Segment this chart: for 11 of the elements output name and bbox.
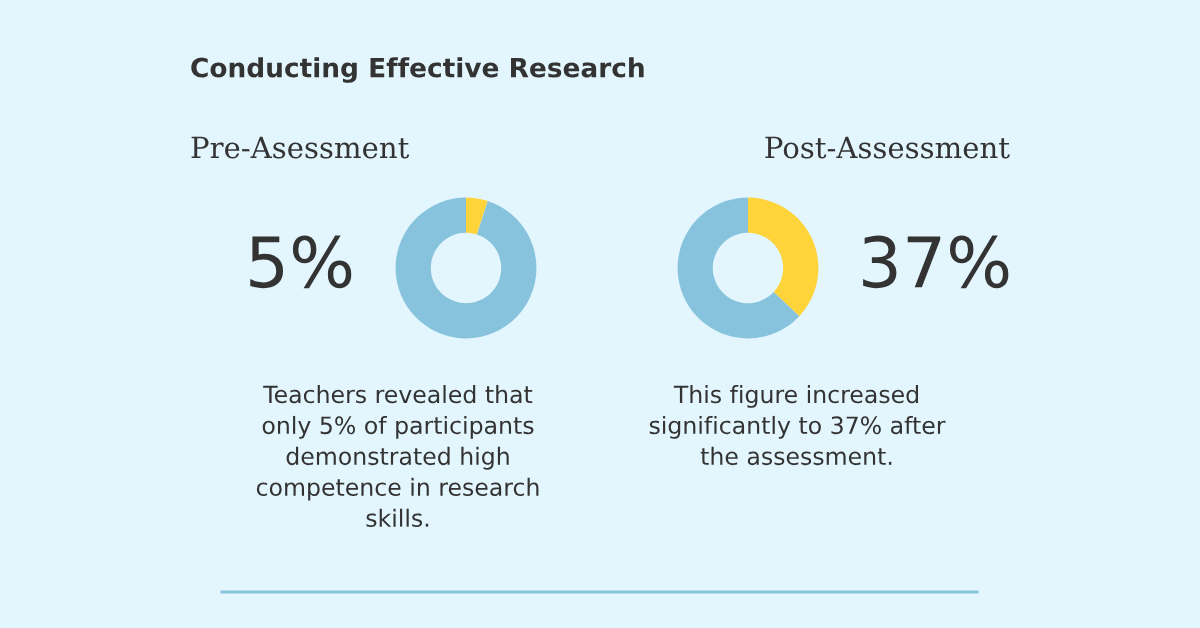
donut-slice <box>466 197 488 235</box>
donut-slice <box>748 197 819 317</box>
text: 5% <box>250 235 352 289</box>
text: Teachers revealed that only 5% of participants demonstrated high competence in research skills. <box>256 385 539 527</box>
text: This figure increased significantly to 37% after the assessment. <box>649 385 946 466</box>
text: 37% <box>863 235 1009 289</box>
donut-slice <box>395 197 537 339</box>
chart-subtitle: Pre-Asessment <box>191 136 410 159</box>
text: Post-Assessment <box>765 136 1010 159</box>
donut-slice <box>677 197 800 339</box>
chart-title: Conducting Effective Research <box>191 57 644 83</box>
